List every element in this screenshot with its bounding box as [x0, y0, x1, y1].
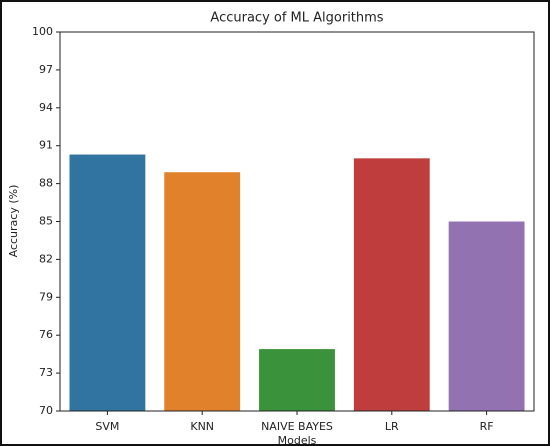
bar [448, 221, 525, 411]
x-tick-label: KNN [190, 420, 214, 433]
x-tick-label: SVM [95, 420, 119, 433]
y-tick-label: 85 [39, 215, 53, 228]
y-tick-label: 88 [39, 177, 53, 190]
x-tick-label: NAIVE BAYES [261, 420, 333, 433]
y-tick-label: 91 [39, 139, 53, 152]
y-tick-label: 82 [39, 252, 53, 265]
bar [259, 349, 335, 411]
y-tick-label: 100 [32, 25, 53, 38]
plot-frame [59, 31, 535, 412]
y-tick-label: 79 [39, 290, 53, 303]
bar [164, 172, 241, 411]
y-tick-label: 94 [39, 101, 53, 114]
y-tick-label: 97 [39, 63, 53, 76]
chart-title: Accuracy of ML Algorithms [210, 11, 383, 26]
y-tick-label: 70 [39, 404, 53, 417]
x-tick-label: RF [480, 420, 494, 433]
x-axis-label: Models [278, 434, 317, 446]
bar [69, 154, 146, 411]
x-tick-label: LR [385, 420, 399, 433]
y-tick-label: 73 [39, 366, 53, 379]
y-tick-label: 76 [39, 328, 53, 341]
bar [353, 158, 430, 411]
y-axis-label: Accuracy (%) [7, 185, 20, 258]
